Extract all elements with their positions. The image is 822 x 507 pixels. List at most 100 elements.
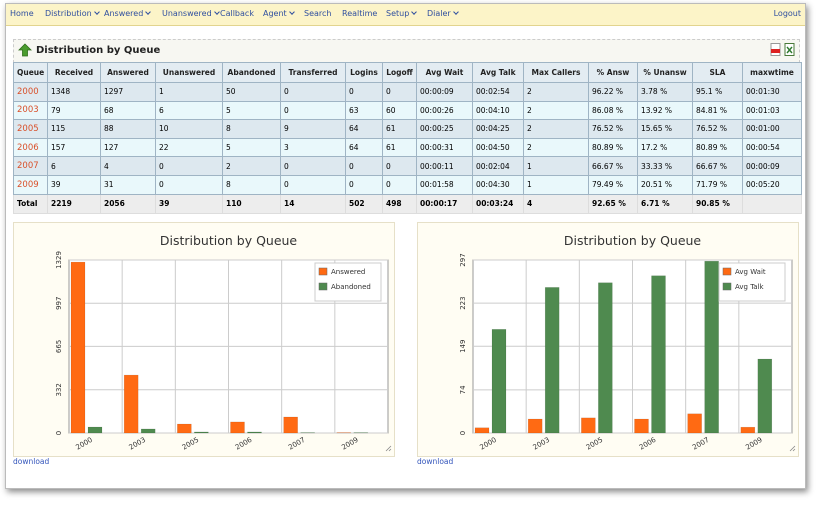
table-cell: 33.33 % <box>637 156 693 176</box>
y-tick-label: 74 <box>459 385 467 394</box>
table-cell: 1 <box>155 82 223 102</box>
table-cell: 66.67 % <box>692 156 743 176</box>
nav-item[interactable]: Answered <box>104 9 150 18</box>
queue-table: Queue Received Answered Unanswered Abandoned… <box>13 62 802 214</box>
total-cell: 00:03:24 <box>472 193 524 214</box>
nav-item[interactable]: Distribution <box>45 9 99 18</box>
column-header: Abandoned <box>222 62 281 83</box>
table-cell: 64 <box>345 119 383 139</box>
table-cell: 00:05:20 <box>742 174 802 195</box>
table-cell: 00:04:10 <box>472 100 524 121</box>
table-cell: 00:01:58 <box>416 174 473 195</box>
chart: Distribution by Queue 0 74 149 223 297 2000 200… <box>459 233 796 452</box>
table-cell: 00:02:04 <box>472 156 524 176</box>
nav-item[interactable]: Dialer <box>427 9 458 18</box>
panel-title: Distribution by Queue <box>36 45 161 56</box>
column-header: Avg Talk <box>472 62 524 83</box>
table-cell: 00:00:25 <box>416 119 473 139</box>
table-cell: 0 <box>382 156 417 176</box>
total-cell: 2056 <box>100 193 156 214</box>
table-cell: 1 <box>523 174 589 195</box>
nav-item[interactable]: Home <box>10 9 34 18</box>
table-cell: 0 <box>382 82 417 102</box>
y-tick-label: 1329 <box>55 251 63 269</box>
table-cell: 2 <box>523 137 589 158</box>
panel-header: Distribution by Queue <box>13 39 800 63</box>
table-cell: 4 <box>100 156 156 176</box>
table-row: 2005 115 88 10 8 9 64 61 00:00:25 00:04:25 2 76.52 … <box>13 119 802 139</box>
bar <box>757 358 773 434</box>
table-row: 2009 39 31 0 8 0 0 0 00:01:58 00:04:30 1 79.49 % 20.… <box>13 174 802 195</box>
queue-link: 2007 <box>13 156 48 176</box>
pdf-icon[interactable] <box>770 43 782 56</box>
legend-label: Abandoned <box>331 283 371 291</box>
x-tick-label: 2005 <box>181 436 200 452</box>
table-cell: 96.22 % <box>588 82 638 102</box>
nav-item[interactable]: Search <box>304 9 332 18</box>
download-link[interactable]: download <box>13 457 50 466</box>
column-header: maxwtime <box>742 62 802 83</box>
chart: Distribution by Queue 0 332 665 997 1329 2000 2… <box>55 233 392 452</box>
bar <box>740 426 756 434</box>
table-cell: 00:02:54 <box>472 82 524 102</box>
bar <box>651 275 666 434</box>
table-cell: 80.89 % <box>692 137 743 158</box>
table-cell: 50 <box>222 82 281 102</box>
table-cell: 61 <box>382 137 417 158</box>
table-cell: 00:01:00 <box>742 119 802 139</box>
y-tick-label: 0 <box>55 431 63 435</box>
legend-label: Avg Talk <box>735 283 765 291</box>
nav-item[interactable]: Agent <box>263 9 294 18</box>
table-cell: 39 <box>47 174 101 195</box>
y-tick-label: 997 <box>55 297 63 310</box>
download-link[interactable]: download <box>417 457 454 466</box>
table-cell: 0 <box>155 174 223 195</box>
y-tick-label: 297 <box>459 253 467 266</box>
bar <box>283 416 298 434</box>
x-tick-label: 2006 <box>234 436 254 452</box>
nav-item[interactable]: Unanswered <box>162 9 219 18</box>
bar <box>140 428 156 434</box>
bar <box>704 260 719 434</box>
table-cell: 0 <box>345 174 383 195</box>
nav-item[interactable]: Realtime <box>342 9 378 18</box>
bar <box>491 329 507 434</box>
total-cell: 90.85 % <box>692 193 743 214</box>
column-header: Received <box>47 62 101 83</box>
table-cell: 9 <box>280 119 346 139</box>
nav-item[interactable]: Setup <box>386 9 416 18</box>
table-cell: 13.92 % <box>637 100 693 121</box>
total-cell: 502 <box>345 193 383 214</box>
y-tick-label: 149 <box>459 340 467 353</box>
table-cell: 115 <box>47 119 101 139</box>
bar <box>123 374 139 434</box>
table-cell: 10 <box>155 119 223 139</box>
table-cell: 17.2 % <box>637 137 693 158</box>
table-cell: 64 <box>345 137 383 158</box>
bar <box>247 431 262 434</box>
table-row: 2003 79 68 6 5 0 63 60 00:00:26 00:04:10 2 86.08 % 1… <box>13 100 802 121</box>
table-row: 2000 1348 1297 1 50 0 0 0 00:00:09 00:02:54 2 96.22… <box>13 82 802 102</box>
table-cell: 76.52 % <box>692 119 743 139</box>
logout-link[interactable]: Logout <box>773 9 801 18</box>
table-cell: 66.67 % <box>588 156 638 176</box>
table-cell: 00:00:09 <box>416 82 473 102</box>
table-cell: 1 <box>523 156 589 176</box>
nav-item[interactable]: Callback <box>220 9 254 18</box>
bar <box>70 261 86 434</box>
x-tick-label: 2003 <box>532 436 551 452</box>
bar <box>634 418 649 434</box>
table-cell: 0 <box>280 100 346 121</box>
table-cell: 00:00:09 <box>742 156 802 176</box>
bar <box>87 426 103 434</box>
table-cell: 84.81 % <box>692 100 743 121</box>
x-tick-label: 2007 <box>691 436 710 452</box>
y-tick-label: 332 <box>55 383 63 396</box>
table-cell: 80.89 % <box>588 137 638 158</box>
column-header: Unanswered <box>155 62 223 83</box>
excel-icon[interactable] <box>784 43 796 56</box>
column-header: Max Callers <box>523 62 589 83</box>
legend-label: Answered <box>331 268 365 276</box>
total-cell: 14 <box>280 193 346 214</box>
